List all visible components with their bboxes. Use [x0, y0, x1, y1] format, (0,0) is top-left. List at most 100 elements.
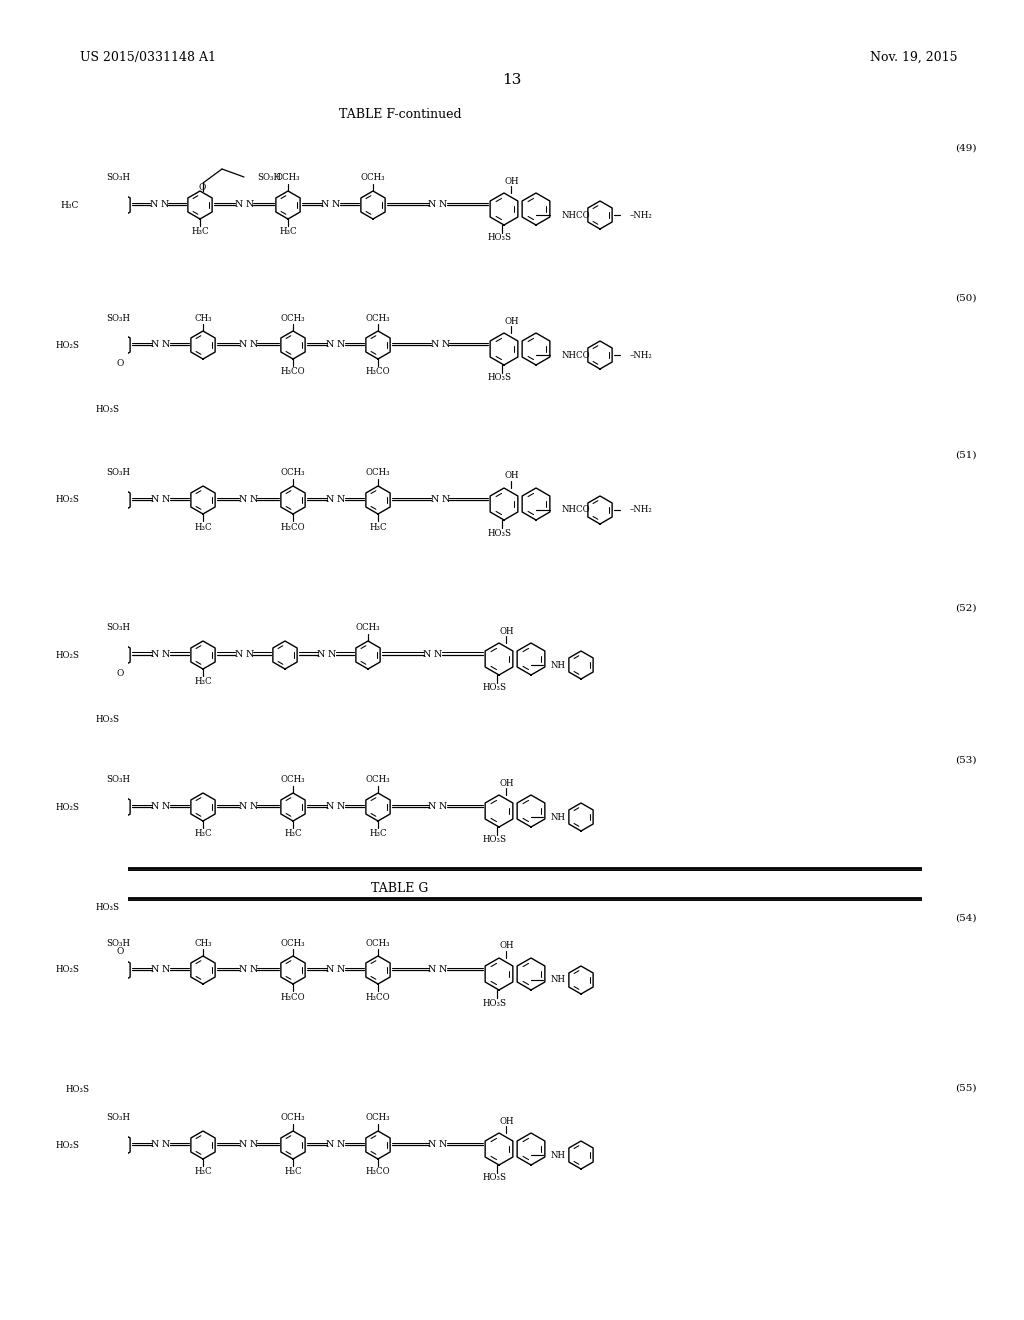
Text: OCH₃: OCH₃: [281, 314, 305, 322]
Text: N: N: [161, 201, 169, 209]
Text: N: N: [337, 495, 345, 504]
Text: N: N: [151, 1140, 159, 1148]
Text: N: N: [249, 803, 258, 810]
Text: HO₂S: HO₂S: [55, 341, 79, 350]
Text: N: N: [441, 341, 450, 348]
Text: SO₃H: SO₃H: [257, 173, 281, 181]
Text: OH: OH: [500, 627, 514, 635]
Text: N: N: [151, 649, 159, 659]
Text: HO₃S: HO₃S: [483, 684, 507, 693]
Text: HO₃S: HO₃S: [488, 374, 512, 383]
Text: N: N: [430, 341, 438, 348]
Text: N: N: [441, 495, 450, 504]
Text: OCH₃: OCH₃: [366, 776, 390, 784]
Text: N: N: [337, 341, 345, 348]
Text: N: N: [162, 649, 170, 659]
Text: N: N: [249, 965, 258, 974]
Text: OCH₃: OCH₃: [275, 173, 300, 182]
Text: H₃CO: H₃CO: [366, 1167, 390, 1176]
Text: H₃C: H₃C: [195, 829, 212, 838]
Text: N: N: [151, 803, 159, 810]
Text: SO₃H: SO₃H: [106, 469, 130, 478]
Text: O: O: [199, 182, 206, 191]
Text: OH: OH: [500, 941, 514, 950]
Text: N: N: [439, 803, 447, 810]
Text: N: N: [151, 495, 159, 504]
Text: N: N: [326, 495, 334, 504]
Text: N: N: [428, 965, 436, 974]
Text: N: N: [162, 803, 170, 810]
Text: HO₃S: HO₃S: [96, 903, 120, 912]
Text: (54): (54): [955, 913, 977, 923]
Text: H₃C: H₃C: [60, 202, 79, 210]
Text: (55): (55): [955, 1084, 977, 1093]
Text: OCH₃: OCH₃: [281, 776, 305, 784]
Text: OCH₃: OCH₃: [281, 939, 305, 948]
Text: N: N: [151, 965, 159, 974]
Text: N: N: [434, 649, 442, 659]
Text: N: N: [326, 965, 334, 974]
Text: H₃C: H₃C: [280, 227, 297, 236]
Text: 13: 13: [503, 73, 521, 87]
Text: N: N: [150, 201, 158, 209]
Text: H₃CO: H₃CO: [281, 523, 305, 532]
Text: HO₃S: HO₃S: [488, 528, 512, 537]
Text: (49): (49): [955, 144, 977, 153]
Text: CH₃: CH₃: [195, 314, 212, 322]
Text: N: N: [430, 495, 438, 504]
Text: N: N: [328, 649, 336, 659]
Text: NH: NH: [551, 1151, 566, 1159]
Text: N: N: [246, 649, 254, 659]
Text: H₃CO: H₃CO: [281, 367, 305, 376]
Text: OCH₃: OCH₃: [366, 1114, 390, 1122]
Text: N: N: [428, 803, 436, 810]
Text: H₃CO: H₃CO: [281, 993, 305, 1002]
Text: NHCO: NHCO: [562, 506, 591, 515]
Text: TABLE F-continued: TABLE F-continued: [339, 108, 462, 121]
Text: N: N: [332, 201, 340, 209]
Text: OCH₃: OCH₃: [355, 623, 380, 632]
Text: OCH₃: OCH₃: [360, 173, 385, 182]
Text: HO₂S: HO₂S: [55, 495, 79, 504]
Text: H₃C: H₃C: [191, 227, 209, 236]
Text: H₃C: H₃C: [285, 829, 302, 838]
Text: H₃C: H₃C: [195, 523, 212, 532]
Text: –NH₂: –NH₂: [630, 506, 652, 515]
Text: O: O: [117, 359, 124, 368]
Text: HO₃S: HO₃S: [96, 714, 120, 723]
Text: O: O: [117, 948, 124, 957]
Text: OCH₃: OCH₃: [366, 469, 390, 478]
Text: HO₂S: HO₂S: [55, 1140, 79, 1150]
Text: N: N: [326, 341, 334, 348]
Text: TABLE G: TABLE G: [372, 882, 429, 895]
Text: H₃C: H₃C: [370, 829, 387, 838]
Text: OH: OH: [505, 471, 519, 480]
Text: H₃C: H₃C: [370, 523, 387, 532]
Text: (50): (50): [955, 293, 977, 302]
Text: N: N: [439, 1140, 447, 1148]
Text: N: N: [239, 803, 247, 810]
Text: H₃CO: H₃CO: [366, 367, 390, 376]
Text: (51): (51): [955, 450, 977, 459]
Text: NHCO: NHCO: [562, 210, 591, 219]
Text: N: N: [246, 201, 254, 209]
Text: N: N: [239, 1140, 247, 1148]
Text: N: N: [151, 341, 159, 348]
Text: OH: OH: [500, 1117, 514, 1126]
Text: N: N: [326, 1140, 334, 1148]
Text: OCH₃: OCH₃: [281, 1114, 305, 1122]
Text: N: N: [439, 965, 447, 974]
Text: SO₃H: SO₃H: [106, 776, 130, 784]
Text: H₃C: H₃C: [195, 677, 212, 686]
Text: HO₂S: HO₂S: [55, 803, 79, 812]
Text: SO₃H: SO₃H: [106, 939, 130, 948]
Text: HO₃S: HO₃S: [488, 234, 512, 243]
Text: N: N: [428, 201, 436, 209]
Text: H₃C: H₃C: [285, 1167, 302, 1176]
Text: N: N: [234, 201, 243, 209]
Text: (52): (52): [955, 603, 977, 612]
Text: N: N: [337, 1140, 345, 1148]
Text: N: N: [326, 803, 334, 810]
Text: N: N: [439, 201, 447, 209]
Text: SO₃H: SO₃H: [106, 623, 130, 632]
